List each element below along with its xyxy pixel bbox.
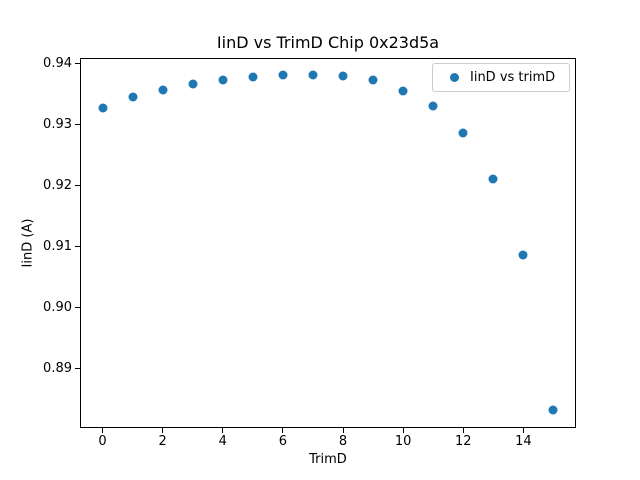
- y-tick-mark: [75, 62, 80, 64]
- x-tick-label: 8: [338, 434, 348, 449]
- y-tick-mark: [75, 306, 80, 308]
- data-point: [548, 405, 558, 415]
- data-point: [98, 103, 108, 113]
- x-tick-mark: [102, 428, 104, 433]
- x-tick-label: 2: [158, 434, 167, 449]
- data-point: [458, 128, 468, 138]
- x-tick-label: 10: [394, 434, 412, 449]
- data-point: [188, 79, 198, 89]
- y-tick-label: 0.92: [43, 177, 72, 193]
- y-tick-label: 0.93: [43, 116, 72, 132]
- legend-label: IinD vs trimD: [470, 70, 556, 85]
- y-tick-mark: [75, 184, 80, 186]
- data-point: [338, 71, 348, 81]
- data-point: [158, 85, 168, 95]
- x-tick-label: 12: [454, 434, 472, 449]
- data-point: [308, 70, 318, 80]
- y-tick-label: 0.89: [43, 361, 72, 377]
- x-tick-mark: [342, 428, 344, 433]
- data-point: [278, 70, 288, 80]
- data-point: [428, 101, 438, 111]
- x-tick-label: 4: [218, 434, 227, 449]
- x-tick-label: 14: [515, 434, 532, 449]
- x-tick-mark: [282, 428, 284, 433]
- data-point: [398, 86, 408, 96]
- plot-area: [80, 58, 576, 428]
- data-point: [218, 75, 228, 85]
- y-tick-mark: [75, 245, 80, 247]
- x-tick-label: 0: [98, 434, 107, 449]
- x-axis-label: TrimD: [309, 452, 347, 467]
- y-tick-label: 0.90: [43, 299, 72, 315]
- data-point: [128, 92, 138, 102]
- x-tick-mark: [462, 428, 464, 433]
- legend: IinD vs trimD: [432, 63, 570, 92]
- data-point: [248, 72, 258, 82]
- x-tick-label: 6: [278, 434, 288, 449]
- y-tick-mark: [75, 123, 80, 125]
- legend-marker-dot: [450, 73, 459, 82]
- x-tick-mark: [222, 428, 224, 433]
- data-point: [368, 75, 378, 85]
- data-point: [518, 250, 528, 260]
- x-tick-mark: [162, 428, 164, 433]
- x-tick-mark: [402, 428, 404, 433]
- x-tick-mark: [522, 428, 524, 433]
- y-tick-label: 0.94: [43, 55, 72, 71]
- chart-title: IinD vs TrimD Chip 0x23d5a: [216, 33, 440, 52]
- y-tick-label: 0.91: [43, 238, 72, 254]
- y-tick-mark: [75, 368, 80, 370]
- data-point: [488, 174, 498, 184]
